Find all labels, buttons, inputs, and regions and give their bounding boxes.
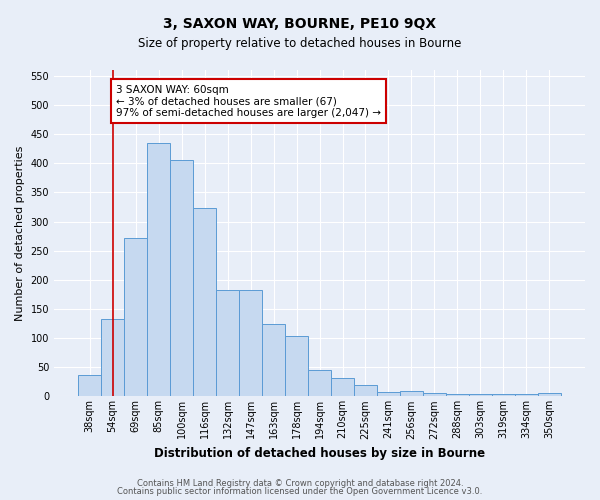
- Bar: [216, 290, 239, 397]
- Text: Contains public sector information licensed under the Open Government Licence v3: Contains public sector information licen…: [118, 487, 482, 496]
- Bar: [193, 208, 216, 396]
- Text: Contains HM Land Registry data © Crown copyright and database right 2024.: Contains HM Land Registry data © Crown c…: [137, 478, 463, 488]
- Y-axis label: Number of detached properties: Number of detached properties: [15, 146, 25, 321]
- Bar: [170, 160, 193, 396]
- Bar: [78, 376, 101, 396]
- Bar: [423, 393, 446, 396]
- Bar: [331, 378, 354, 396]
- Bar: [124, 238, 147, 396]
- Bar: [492, 394, 515, 396]
- Bar: [400, 391, 423, 396]
- Bar: [354, 384, 377, 396]
- Bar: [538, 393, 561, 396]
- Bar: [308, 370, 331, 396]
- Bar: [262, 324, 285, 396]
- X-axis label: Distribution of detached houses by size in Bourne: Distribution of detached houses by size …: [154, 447, 485, 460]
- Bar: [377, 392, 400, 396]
- Bar: [147, 143, 170, 397]
- Bar: [101, 319, 124, 396]
- Bar: [285, 336, 308, 396]
- Text: 3 SAXON WAY: 60sqm
← 3% of detached houses are smaller (67)
97% of semi-detached: 3 SAXON WAY: 60sqm ← 3% of detached hous…: [116, 84, 381, 118]
- Text: 3, SAXON WAY, BOURNE, PE10 9QX: 3, SAXON WAY, BOURNE, PE10 9QX: [163, 18, 437, 32]
- Bar: [446, 394, 469, 396]
- Bar: [469, 394, 492, 396]
- Bar: [515, 394, 538, 396]
- Bar: [239, 290, 262, 397]
- Text: Size of property relative to detached houses in Bourne: Size of property relative to detached ho…: [139, 38, 461, 51]
